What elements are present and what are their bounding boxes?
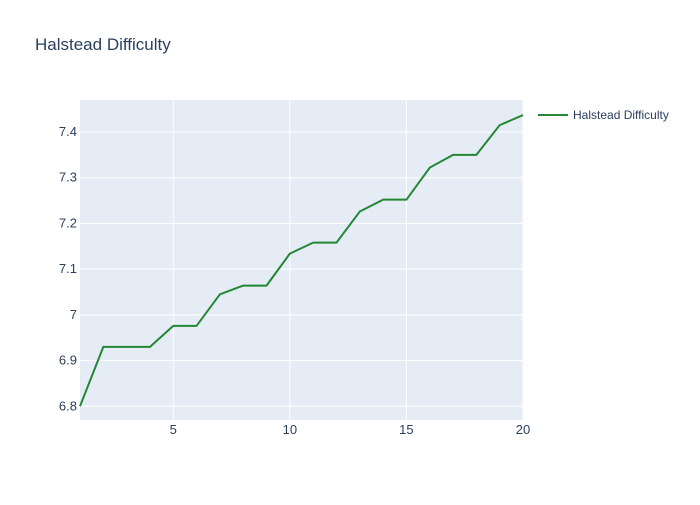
data-point[interactable] xyxy=(146,343,154,351)
data-point[interactable] xyxy=(402,196,410,204)
y-tick-label: 7.3 xyxy=(59,170,77,185)
y-tick-label: 7.1 xyxy=(59,261,77,276)
series-layer xyxy=(76,111,527,410)
data-point[interactable] xyxy=(76,402,84,410)
data-point[interactable] xyxy=(216,290,224,298)
series-line-halstead-difficulty[interactable] xyxy=(79,114,524,407)
data-point[interactable] xyxy=(286,250,294,258)
data-point[interactable] xyxy=(379,196,387,204)
data-point[interactable] xyxy=(99,343,107,351)
chart-title: Halstead Difficulty xyxy=(35,35,171,54)
y-tick-label: 7 xyxy=(70,307,77,322)
data-point[interactable] xyxy=(356,208,364,216)
x-tick-label: 5 xyxy=(170,422,177,437)
legend[interactable]: Halstead Difficulty xyxy=(538,108,669,122)
data-point[interactable] xyxy=(472,151,480,159)
data-point[interactable] xyxy=(332,239,340,247)
data-point[interactable] xyxy=(239,282,247,290)
x-tick-label: 15 xyxy=(399,422,413,437)
data-point[interactable] xyxy=(519,111,527,119)
y-axis-ticks: 6.8 6.9 7 7.1 7.2 7.3 7.4 xyxy=(59,124,77,413)
legend-label-halstead-difficulty[interactable]: Halstead Difficulty xyxy=(573,108,669,122)
plot-area xyxy=(80,100,523,420)
data-point[interactable] xyxy=(263,282,271,290)
data-point[interactable] xyxy=(123,343,131,351)
y-tick-label: 6.8 xyxy=(59,398,77,413)
x-axis-ticks: 5 10 15 20 xyxy=(170,422,531,437)
data-point[interactable] xyxy=(309,239,317,247)
data-point[interactable] xyxy=(496,121,504,129)
y-tick-label: 7.2 xyxy=(59,215,77,230)
data-point[interactable] xyxy=(426,164,434,172)
x-tick-label: 10 xyxy=(283,422,297,437)
y-tick-label: 7.4 xyxy=(59,124,77,139)
x-tick-label: 20 xyxy=(516,422,530,437)
grid-lines xyxy=(80,100,524,420)
data-point[interactable] xyxy=(193,322,201,330)
y-tick-label: 6.9 xyxy=(59,353,77,368)
data-point[interactable] xyxy=(449,151,457,159)
data-point[interactable] xyxy=(169,322,177,330)
